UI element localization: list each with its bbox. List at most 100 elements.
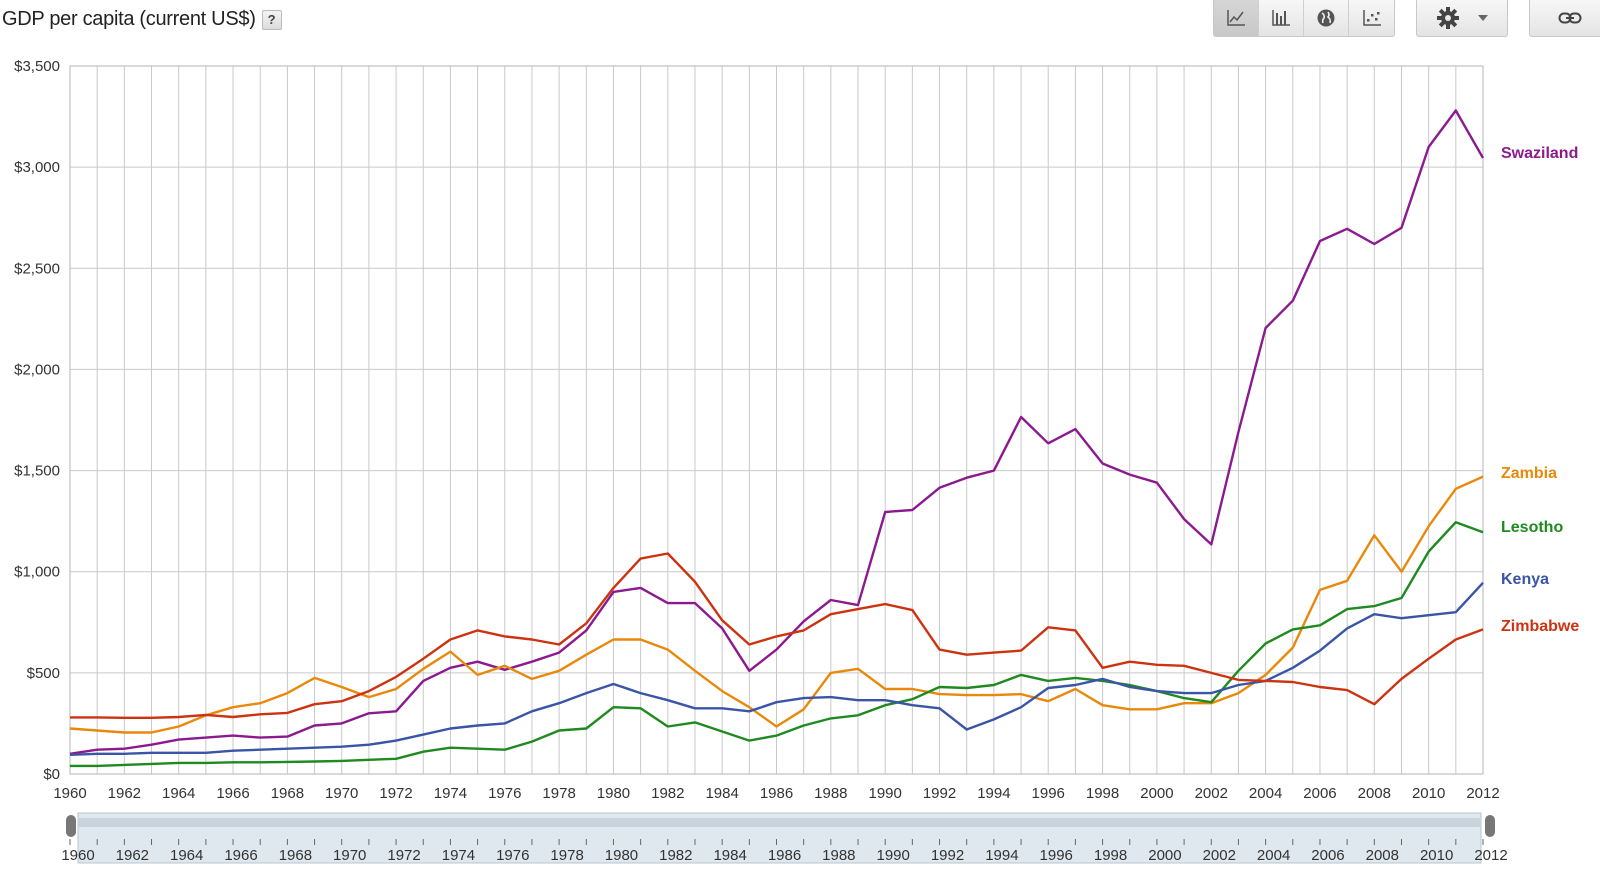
y-tick-label: $1,000 <box>14 564 60 581</box>
series-label-zimbabwe: Zimbabwe <box>1501 618 1579 635</box>
slider-start-handle[interactable] <box>66 815 76 837</box>
x-tick-label: 1972 <box>379 785 412 802</box>
slider-tick-label: 1962 <box>116 847 149 864</box>
map-button[interactable] <box>1304 0 1349 36</box>
x-tick-label: 1994 <box>977 785 1010 802</box>
slider-tick-label: 1970 <box>333 847 366 864</box>
x-tick-label: 2002 <box>1195 785 1228 802</box>
x-tick-label: 1980 <box>597 785 630 802</box>
x-tick-label: 2000 <box>1140 785 1173 802</box>
slider-tick-label: 2006 <box>1311 847 1344 864</box>
series-line-zambia <box>69 475 1484 734</box>
x-tick-label: 1998 <box>1086 785 1119 802</box>
x-tick-label: 1996 <box>1032 785 1065 802</box>
line-chart-icon <box>1227 10 1245 26</box>
x-tick-label: 2006 <box>1303 785 1336 802</box>
gear-icon <box>1437 7 1459 29</box>
series-labels: Swaziland Zambia Lesotho Kenya Zimbabwe <box>1501 145 1579 635</box>
time-range-slider[interactable]: 1960 1962 1964 1966 1968 1970 1972 1974 1976 1978… <box>61 812 1508 864</box>
slider-tick-label: 2008 <box>1366 847 1399 864</box>
x-tick-label: 1966 <box>216 785 249 802</box>
x-tick-label: 2008 <box>1358 785 1391 802</box>
y-tick-label: $2,500 <box>14 260 60 277</box>
slider-tick-label: 2012 <box>1474 847 1507 864</box>
settings-toolbar <box>1416 0 1508 37</box>
x-tick-label: 1970 <box>325 785 358 802</box>
slider-tick-label: 1992 <box>931 847 964 864</box>
slider-tick-label: 1976 <box>496 847 529 864</box>
series-line-lesotho <box>70 521 1484 768</box>
x-tick-label: 1964 <box>162 785 195 802</box>
x-tick-label: 2012 <box>1466 785 1499 802</box>
y-tick-label: $0 <box>43 766 60 783</box>
series-label-kenya: Kenya <box>1501 571 1549 588</box>
slider-tick-label: 1996 <box>1040 847 1073 864</box>
y-tick-label: $3,000 <box>14 159 60 176</box>
slider-tick-label: 1978 <box>550 847 583 864</box>
series-line-zimbabwe <box>70 552 1484 719</box>
series-line-swaziland <box>69 109 1485 755</box>
slider-tick-label: 1990 <box>877 847 910 864</box>
series-label-zambia: Zambia <box>1501 465 1557 482</box>
share-link-button[interactable] <box>1530 0 1600 36</box>
slider-tick-label: 1988 <box>822 847 855 864</box>
x-tick-label: 1990 <box>869 785 902 802</box>
help-button[interactable]: ? <box>261 9 282 30</box>
series-label-swaziland: Swaziland <box>1501 145 1578 162</box>
link-icon <box>1558 12 1582 24</box>
bar-chart-button[interactable] <box>1259 0 1304 36</box>
x-tick-label: 1960 <box>53 785 86 802</box>
bar-chart-icon <box>1272 10 1290 26</box>
scatter-plot-icon <box>1362 10 1381 26</box>
slider-tick-label: 1982 <box>659 847 692 864</box>
series-line-kenya <box>69 581 1484 756</box>
slider-tick-label: 1998 <box>1094 847 1127 864</box>
x-axis: 1960 1962 1964 1966 1968 1970 1972 1974 1976 1978… <box>53 785 1499 802</box>
x-tick-label: 1976 <box>488 785 521 802</box>
slider-tick-label: 2004 <box>1257 847 1290 864</box>
slider-tick-label: 1974 <box>442 847 475 864</box>
chart-title: GDP per capita (current US$) <box>2 8 256 30</box>
x-tick-label: 1968 <box>271 785 304 802</box>
chart-header: GDP per capita (current US$) ? <box>2 8 282 31</box>
globe-map-icon <box>1317 9 1335 27</box>
slider-range-bar <box>78 818 1481 827</box>
slider-tick-label: 2000 <box>1148 847 1181 864</box>
y-tick-label: $3,500 <box>14 58 60 75</box>
x-tick-label: 1974 <box>434 785 467 802</box>
view-toolbar <box>1213 0 1395 37</box>
slider-tick-label: 1986 <box>768 847 801 864</box>
x-tick-label: 2004 <box>1249 785 1282 802</box>
settings-button[interactable] <box>1417 0 1507 36</box>
y-tick-label: $500 <box>27 665 60 682</box>
slider-tick-label: 1984 <box>713 847 746 864</box>
x-tick-label: 1978 <box>542 785 575 802</box>
x-tick-label: 1992 <box>923 785 956 802</box>
caret-down-icon <box>1478 15 1488 21</box>
series-label-lesotho: Lesotho <box>1501 519 1563 536</box>
x-tick-label: 1984 <box>705 785 738 802</box>
slider-tick-label: 1968 <box>279 847 312 864</box>
slider-tick-label: 2002 <box>1203 847 1236 864</box>
plot-border <box>69 65 1484 775</box>
x-tick-label: 2010 <box>1412 785 1445 802</box>
y-tick-label: $1,500 <box>14 463 60 480</box>
chart-grid <box>69 65 1484 775</box>
slider-end-handle[interactable] <box>1485 815 1495 837</box>
x-tick-label: 1982 <box>651 785 684 802</box>
line-chart-button[interactable] <box>1214 0 1259 36</box>
y-axis: $0 $500 $1,000 $1,500 $2,000 $2,500 $3,000 $3,5… <box>14 58 60 783</box>
x-tick-label: 1962 <box>108 785 141 802</box>
y-tick-label: $2,000 <box>14 361 60 378</box>
slider-tick-label: 1964 <box>170 847 203 864</box>
share-toolbar <box>1529 0 1600 37</box>
slider-tick-label: 1972 <box>387 847 420 864</box>
slider-tick-label: 1994 <box>985 847 1018 864</box>
slider-tick-label: 1960 <box>61 847 94 864</box>
chart-series <box>69 109 1485 768</box>
slider-tick-label: 1980 <box>605 847 638 864</box>
scatter-button[interactable] <box>1349 0 1394 36</box>
x-tick-label: 1988 <box>814 785 847 802</box>
slider-tick-label: 1966 <box>224 847 257 864</box>
